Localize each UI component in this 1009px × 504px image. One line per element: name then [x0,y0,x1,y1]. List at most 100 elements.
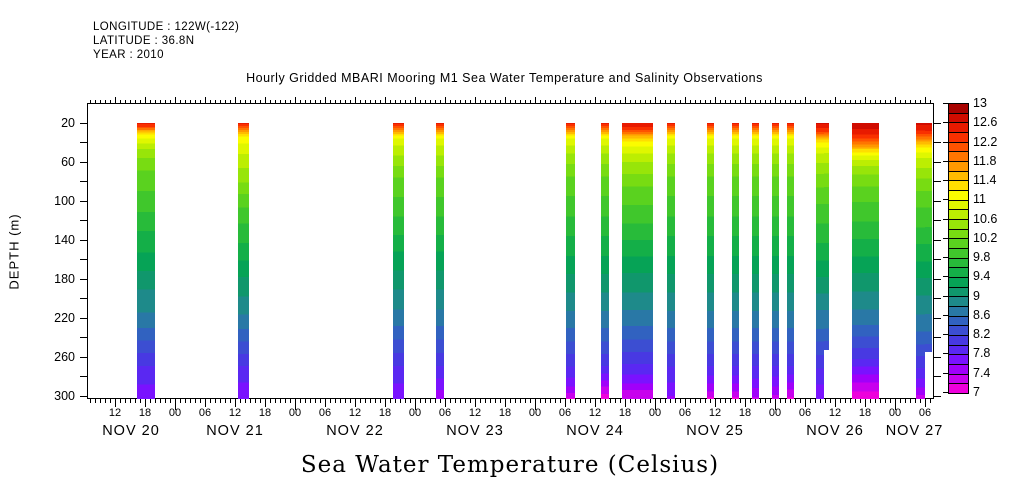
x-tick-label: 06 [318,407,332,419]
x-tick [455,399,456,403]
x-tick [640,399,641,403]
y-tick-right [934,278,941,280]
x-tick [180,399,181,403]
x-tick [220,399,221,403]
colorbar-cell [949,191,968,201]
x-tick [920,399,921,403]
x-tick-top [345,100,346,103]
x-tick-top [500,100,501,103]
x-tick-label: 00 [648,407,662,419]
x-tick-top [310,100,311,103]
x-tick-top [165,100,166,103]
x-tick [800,399,801,403]
x-tick-top [705,100,706,103]
x-tick-label: 18 [858,407,872,419]
x-tick [900,399,901,403]
x-tick [290,399,291,403]
x-tick-top [220,100,221,103]
x-tick [785,399,786,403]
x-tick [560,399,561,403]
x-tick-top [330,100,331,103]
x-tick-label: 06 [558,407,572,419]
x-tick [215,399,216,403]
x-tick-top [110,100,111,103]
x-tick-top [645,100,646,103]
plot-title: Hourly Gridded MBARI Mooring M1 Sea Wate… [246,71,763,85]
y-tick-label: 220 [54,310,75,325]
x-tick-top [425,100,426,103]
x-tick [615,399,616,403]
x-tick-top [135,100,136,103]
y-tick [80,239,87,241]
x-tick-top [340,100,341,103]
x-tick [450,399,451,403]
x-tick [665,399,666,403]
x-tick [350,399,351,403]
x-tick-top [725,100,726,103]
x-tick-top [795,100,796,103]
colorbar-tick-label: 13 [973,96,987,110]
x-tick-top [535,97,536,103]
x-tick-top [235,97,236,103]
x-tick-top [785,100,786,103]
x-tick-top [380,100,381,103]
x-tick-top [225,100,226,103]
x-tick [285,399,286,403]
y-tick-right [934,259,941,261]
x-tick [355,399,356,407]
x-tick [275,399,276,403]
x-tick-top [640,100,641,103]
x-tick-top [505,97,506,103]
colorbar-cell [949,162,968,172]
x-tick-label: 12 [228,407,242,419]
x-day-label: NOV 24 [566,423,624,439]
colorbar-tick [943,103,948,104]
x-tick-label: 12 [708,407,722,419]
x-tick [495,399,496,403]
x-tick [205,399,206,407]
colorbar-cell [949,268,968,279]
x-tick-top [240,100,241,103]
y-tick [80,161,87,163]
x-tick [515,399,516,403]
x-tick-label: 12 [348,407,362,419]
x-tick [925,399,926,407]
x-tick [625,399,626,407]
header-latitude: LATITUDE : 36.8N [93,35,195,47]
x-tick-label: 18 [738,407,752,419]
x-tick-top [250,100,251,103]
y-tick [80,395,87,397]
y-tick-right [934,376,941,378]
x-tick [660,399,661,403]
x-tick [460,399,461,403]
x-tick-top [440,100,441,103]
x-tick-label: 12 [828,407,842,419]
x-tick [475,399,476,407]
x-tick-top [760,100,761,103]
colorbar-tick-label: 10.2 [973,230,998,245]
x-tick-top [585,100,586,103]
x-tick-top [710,100,711,103]
x-tick [670,399,671,403]
x-tick [840,399,841,403]
x-tick-top [615,100,616,103]
x-tick-top [830,100,831,103]
x-tick [530,399,531,403]
colorbar-cell [949,307,968,317]
x-tick-top [890,100,891,103]
x-tick-top [560,100,561,103]
x-tick [295,399,296,410]
colorbar-cell [949,181,968,192]
colorbar-cell [949,316,968,327]
y-tick-label: 100 [54,193,75,208]
x-tick-top [375,100,376,103]
x-tick-top [920,100,921,103]
x-tick [795,399,796,403]
x-tick-top [845,100,846,103]
x-tick-label: 18 [378,407,392,419]
x-tick-top [700,100,701,103]
y-tick-right [934,239,941,241]
x-tick [775,399,776,410]
x-tick-top [620,100,621,103]
x-tick [385,399,386,407]
